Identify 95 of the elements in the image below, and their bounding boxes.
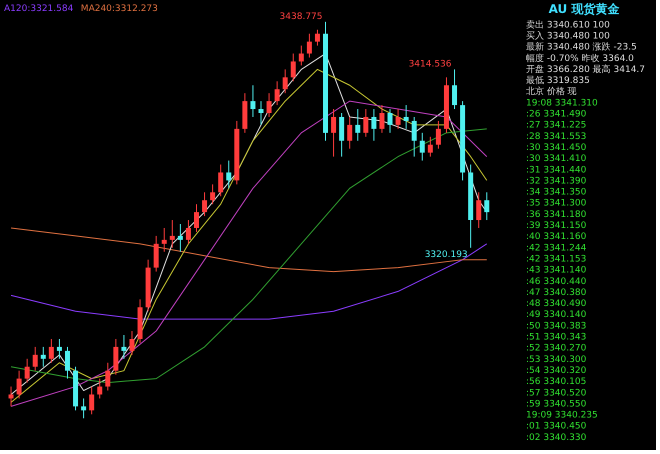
text: :02 3340.330 (526, 432, 587, 443)
text: :46 3340.440 (526, 276, 587, 287)
candlestick (170, 220, 175, 248)
candlestick (186, 220, 191, 244)
candlestick (282, 68, 288, 94)
candlestick (24, 358, 30, 384)
text: :42 3341.244 (526, 243, 587, 254)
candlestick (331, 108, 336, 158)
text: :36 3341.180 (526, 210, 587, 220)
candlestick (40, 346, 46, 368)
candlestick (484, 192, 490, 221)
text: 3320.193 (424, 250, 468, 260)
text: :56 3340.105 (526, 377, 586, 388)
candlestick (250, 84, 256, 118)
text: :30 3341.410 (526, 154, 587, 164)
candlestick (258, 100, 264, 126)
text: :43 3341.140 (526, 266, 587, 276)
text: :49 3340.140 (526, 310, 587, 320)
text: :27 3341.225 (526, 120, 586, 131)
candlestick (113, 338, 118, 376)
candlestick (339, 112, 344, 158)
candlestick (8, 386, 14, 407)
text: 最新 3340.480 涨跌 -23.5 (526, 42, 637, 53)
text: AU 现货黄金 (548, 2, 620, 16)
candlestick (162, 227, 167, 252)
text: :48 3340.490 (526, 299, 587, 310)
text: :34 3341.350 (526, 188, 587, 198)
text: :32 3341.390 (526, 176, 587, 186)
candlestick (412, 116, 417, 158)
candlestick (210, 184, 216, 205)
candlestick (420, 132, 425, 162)
candlestick (396, 108, 401, 130)
text: :57 3340.520 (526, 388, 587, 398)
candlestick (121, 334, 126, 360)
candlestick (314, 29, 320, 46)
text: :53 3340.300 (526, 354, 587, 365)
candlestick (89, 386, 94, 415)
text: :26 3341.490 (526, 110, 587, 120)
candlestick (452, 68, 458, 110)
text: :47 3340.380 (526, 288, 587, 298)
candlestick (81, 398, 86, 419)
candlestick (129, 330, 134, 356)
candlestick (97, 378, 102, 399)
text: :28 3341.553 (526, 132, 586, 142)
candlestick (347, 116, 352, 150)
candlestick (476, 192, 482, 228)
text: 开盘 3366.280 最高 3414.7 (526, 64, 646, 75)
candlestick (178, 224, 183, 252)
text: MA240:3312.273 (80, 4, 158, 14)
candlestick (428, 136, 433, 158)
text: 19:09 3340.235 (526, 410, 598, 421)
text: 北京 价格 现 (526, 86, 577, 98)
text: :35 3341.300 (526, 198, 587, 209)
candlestick (48, 338, 54, 364)
text: 卖出 3340.610 100 (526, 19, 610, 30)
text: 3438.775 (280, 12, 323, 22)
candlestick (32, 346, 38, 372)
candlestick (388, 108, 393, 134)
text: :52 3340.270 (526, 344, 587, 354)
candlestick (355, 108, 360, 142)
candlestick (202, 192, 208, 217)
candlestick (298, 45, 304, 66)
text: A120:3321.584 (4, 4, 74, 14)
text: 最低 3319.835 (526, 75, 590, 86)
candlestick (274, 80, 280, 106)
candlestick (154, 235, 159, 272)
text: :54 3340.320 (526, 366, 587, 376)
text: :31 3341.440 (526, 165, 587, 176)
text: :51 3340.343 (526, 332, 586, 342)
candlestick (363, 108, 368, 138)
candlestick (105, 362, 110, 392)
candlestick (404, 104, 409, 130)
candlestick (64, 346, 70, 380)
candlestick (379, 104, 384, 134)
text: :40 3341.160 (526, 232, 587, 242)
text: :50 3340.383 (526, 321, 586, 332)
text: :42 3341.153 (526, 254, 586, 264)
candlestick (194, 204, 199, 232)
candlestick (371, 108, 376, 142)
candlestick (290, 53, 296, 82)
candlestick (306, 33, 312, 58)
text: :30 3341.450 (526, 142, 587, 153)
text: :39 3341.150 (526, 221, 587, 231)
candlestick (266, 92, 272, 118)
text: 幅度 -0.70% 昨收 3364.0 (526, 52, 634, 64)
text: :01 3340.450 (526, 422, 587, 432)
text: 19:08 3341.310 (526, 98, 598, 108)
text: :59 3340.550 (526, 399, 587, 410)
text: 买入 3340.480 100 (526, 30, 610, 42)
candlestick (16, 370, 22, 399)
candlestick (436, 120, 441, 150)
candlestick (226, 160, 232, 189)
candlestick (56, 338, 62, 360)
text: 3414.536 (408, 59, 452, 70)
candlestick (218, 164, 224, 197)
